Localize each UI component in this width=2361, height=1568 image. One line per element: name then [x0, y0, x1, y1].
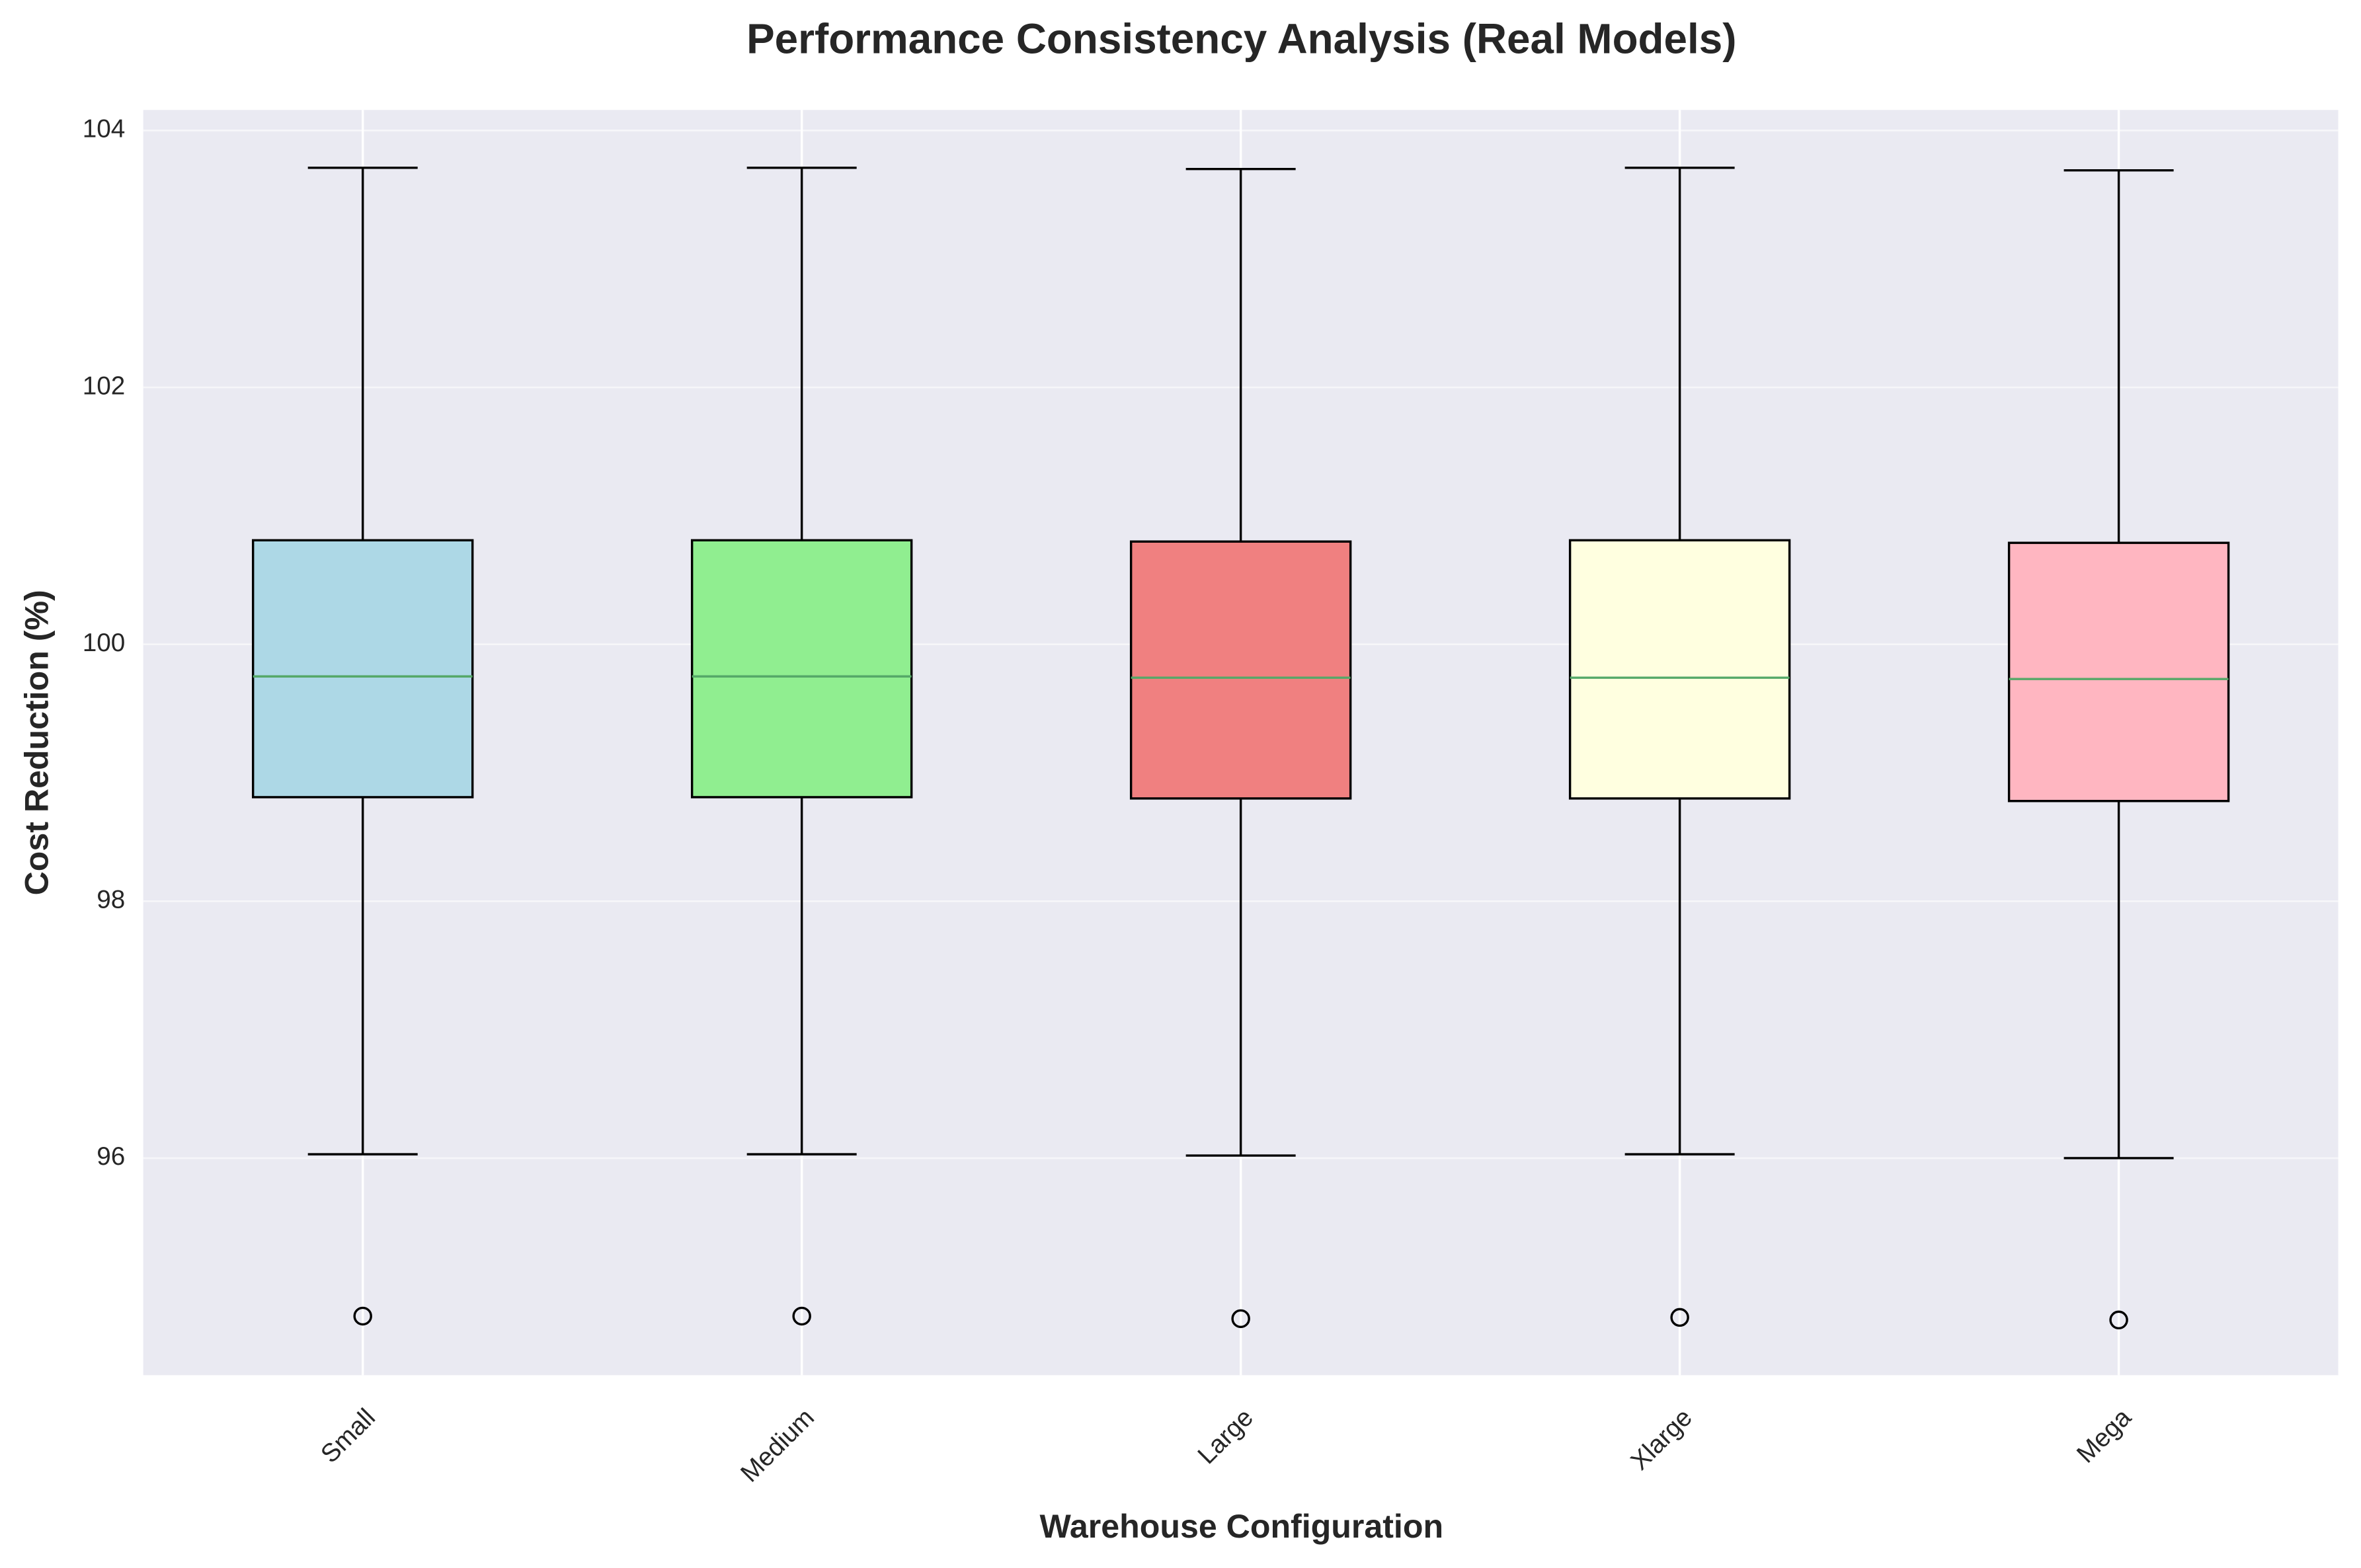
marks — [251, 167, 2230, 1330]
y-tick-label: 98 — [97, 886, 125, 914]
outlier — [2109, 1310, 2128, 1330]
y-tick-label: 96 — [97, 1142, 125, 1171]
x-axis-label: Warehouse Configuration — [1039, 1508, 1443, 1545]
x-tick-label: Xlarge — [1625, 1403, 1698, 1476]
y-tick-label: 100 — [83, 629, 126, 657]
outlier — [1231, 1309, 1250, 1329]
chart-title: Performance Consistency Analysis (Real M… — [746, 15, 1736, 63]
box — [1129, 540, 1352, 800]
box — [251, 539, 474, 799]
outlier — [353, 1306, 372, 1326]
x-tick-label: Medium — [735, 1403, 820, 1488]
box — [2007, 541, 2230, 803]
x-tick-label: Mega — [2071, 1403, 2137, 1468]
y-tick-label: 102 — [83, 372, 126, 400]
x-tick-label: Small — [315, 1403, 381, 1469]
box — [1568, 539, 1791, 800]
y-axis-label: Cost Reduction (%) — [19, 590, 56, 895]
outlier — [792, 1306, 811, 1326]
x-tick-label: Large — [1192, 1403, 1258, 1470]
y-tick-label: 104 — [83, 115, 126, 143]
outlier — [1670, 1308, 1689, 1327]
box — [690, 539, 913, 799]
